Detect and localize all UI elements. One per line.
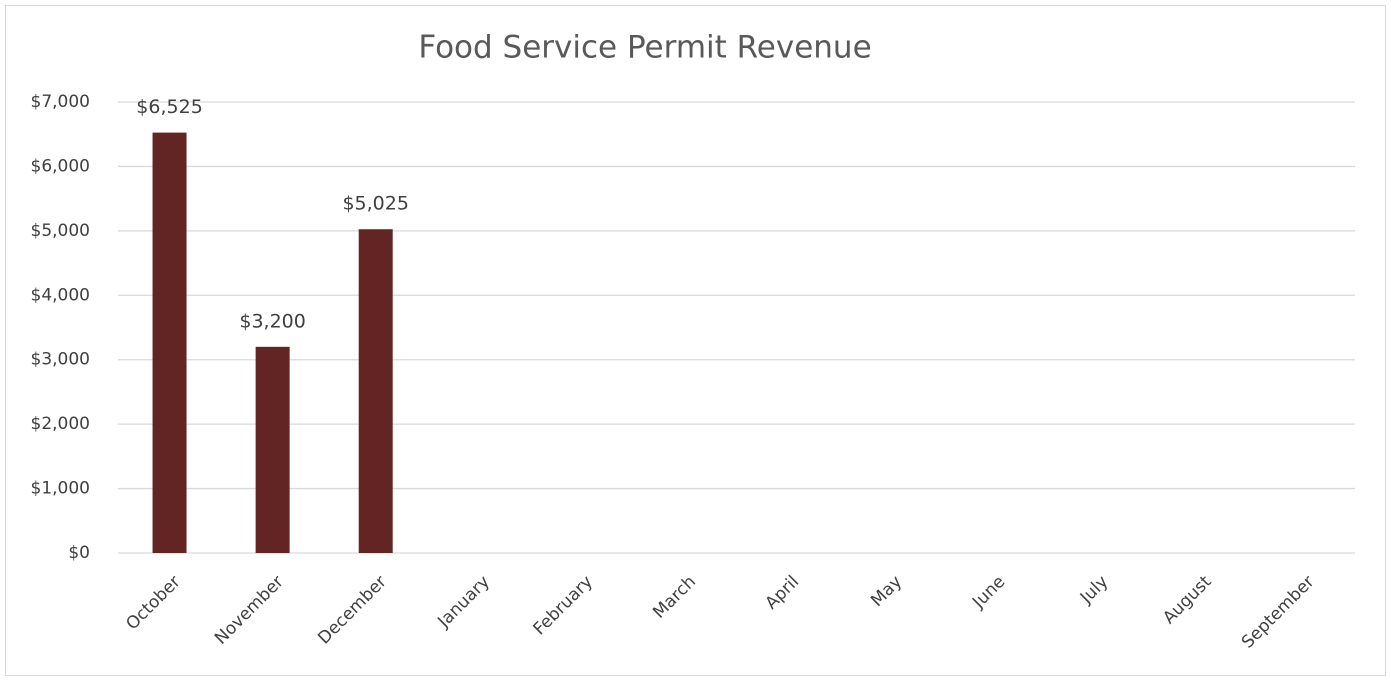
chart-title: Food Service Permit Revenue [418,30,871,66]
bar [152,132,187,553]
chart-border [5,5,1386,676]
y-tick-label: $5,000 [31,221,90,241]
y-tick-label: $7,000 [31,92,90,112]
y-tick-label: $3,000 [31,350,90,370]
y-tick-label: $4,000 [31,285,90,305]
y-tick-label: $1,000 [31,479,90,499]
bar [255,346,290,553]
y-tick-label: $6,000 [31,156,90,176]
y-tick-label: $0 [68,543,90,563]
data-label: $6,525 [136,96,202,118]
data-label: $5,025 [342,193,408,215]
data-label: $3,200 [239,310,305,332]
y-tick-label: $2,000 [31,414,90,434]
bar [358,229,393,553]
